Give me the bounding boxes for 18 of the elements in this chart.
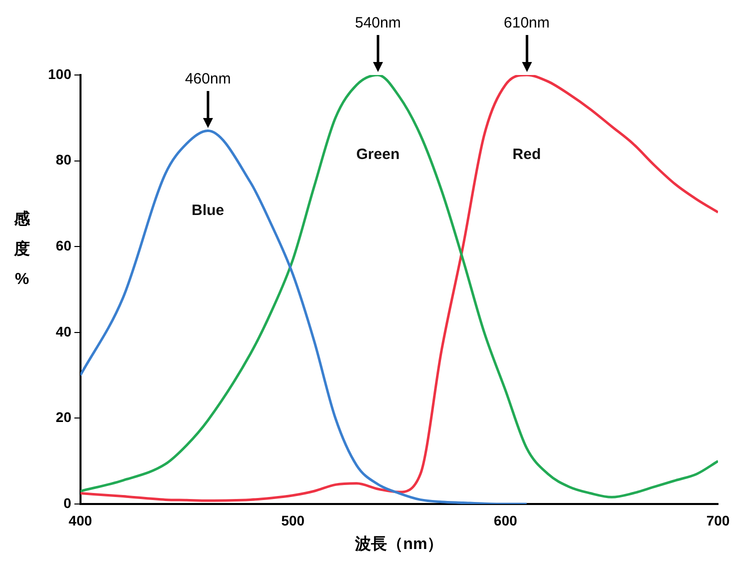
y-tick-label: 0: [64, 494, 72, 511]
y-axis-title: 感度%: [13, 210, 31, 288]
annotation: 540nm: [354, 14, 401, 32]
text: Blue: [192, 202, 224, 219]
y-tick-label: 60: [56, 237, 72, 254]
x-tick-label: 600: [494, 512, 518, 528]
y-tick-label: 100: [48, 66, 72, 82]
y-tick-label: 20: [56, 409, 72, 426]
y-tick-label: 80: [56, 152, 72, 168]
annotation: 610nm: [504, 14, 550, 32]
x-tick-label: 400: [68, 512, 92, 528]
annotation: 460nm: [184, 70, 231, 88]
y-tick-label: 40: [56, 323, 72, 340]
x-tick-label: 700: [706, 512, 730, 528]
x-axis-title: 波長（nm）: [354, 534, 444, 553]
series-label: Green: [356, 146, 400, 164]
text: Red: [512, 146, 541, 164]
x-tick-label: 500: [281, 512, 305, 528]
